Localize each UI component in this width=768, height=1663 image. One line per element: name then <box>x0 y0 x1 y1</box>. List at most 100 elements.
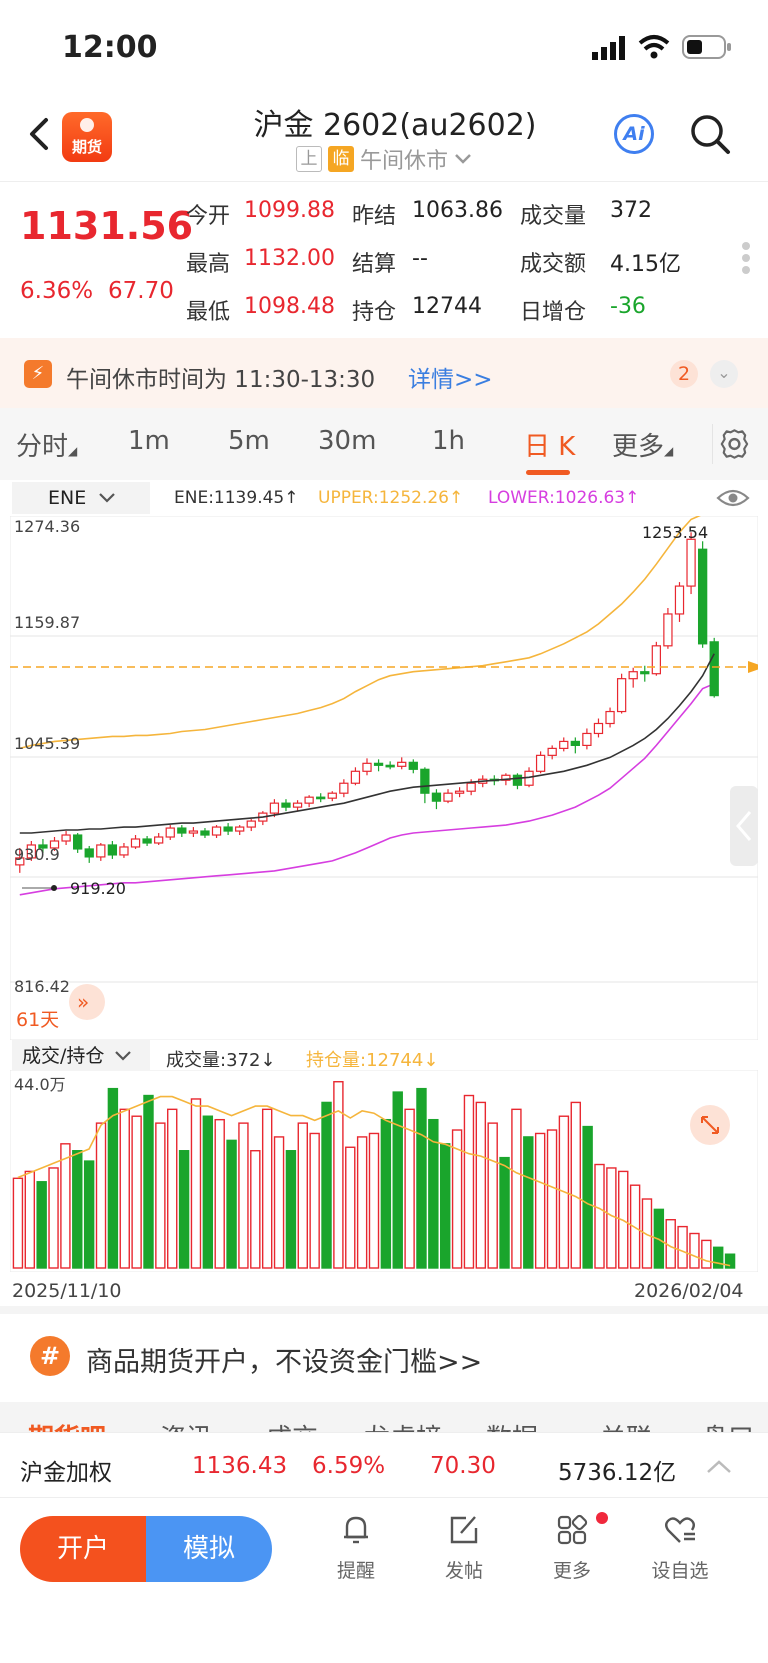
volume-bar <box>250 1150 261 1269</box>
nav-more[interactable]: 更多 <box>532 1512 612 1583</box>
volume-bar <box>606 1167 617 1269</box>
volume-bar <box>380 1118 392 1269</box>
volume-bar <box>202 1115 214 1269</box>
volume-bar <box>499 1156 510 1269</box>
open-interest-value: 12744 <box>412 294 482 319</box>
expand-left-button[interactable] <box>69 984 105 1020</box>
kline-chart[interactable]: 1274.36 1159.87 1045.39 930.9 816.42 125… <box>10 516 758 1040</box>
candle <box>38 839 48 853</box>
candle <box>200 828 210 839</box>
content-tabs: 期货吧 资讯 成交 龙虎榜 数据 关联 盘口 <box>0 1402 768 1432</box>
change-amount: 67.70 <box>108 278 174 304</box>
nav-watchlist[interactable]: 设自选 <box>640 1512 720 1583</box>
apps-icon <box>557 1514 588 1545</box>
notice-count-badge: 2 <box>670 360 698 388</box>
volume-bar <box>546 1129 558 1269</box>
tab-orderbook[interactable]: 盘口 <box>702 1418 754 1432</box>
y-label-top: 1274.36 <box>14 517 80 536</box>
tab-data[interactable]: 数据 <box>486 1418 538 1432</box>
turnover-label: 成交额 <box>520 252 587 277</box>
days-label: 61天 <box>16 1009 59 1031</box>
eye-icon[interactable] <box>716 486 750 510</box>
nav-post[interactable]: 发帖 <box>424 1512 504 1583</box>
volume-chart[interactable]: 44.0万 <box>10 1070 758 1272</box>
notice-text: 午间休市时间为 11:30-13:30 <box>66 367 376 393</box>
candle <box>292 800 303 812</box>
back-icon[interactable] <box>22 114 58 154</box>
min-price-label: 919.20 <box>70 879 126 898</box>
lower-line <box>19 682 715 896</box>
candle <box>304 795 314 808</box>
volume-bar <box>570 1101 581 1269</box>
gear-icon[interactable] <box>712 424 752 464</box>
battery-icon <box>682 35 731 59</box>
tab-more[interactable]: 更多◢ <box>612 432 674 462</box>
volume-bar <box>72 1150 83 1269</box>
indicator-row: ENE ENE:1139.45↑ UPPER:1252.26↑ LOWER:10… <box>0 480 768 516</box>
volume-bar <box>60 1143 71 1269</box>
candle <box>408 759 418 774</box>
more-vertical-icon[interactable] <box>740 238 752 278</box>
nav-alert[interactable]: 提醒 <box>316 1512 396 1583</box>
simulate-button[interactable]: 模拟 <box>146 1516 272 1582</box>
candle <box>373 759 384 772</box>
tab-trades[interactable]: 成交 <box>266 1418 318 1432</box>
open-account-button[interactable]: 开户 <box>20 1516 146 1582</box>
weighted-index-bar[interactable]: 沪金加权 1136.43 6.59% 70.30 5736.12亿 <box>0 1432 768 1498</box>
volume-indicator-row: 成交/持仓 成交量:372↓ 持仓量:12744↓ <box>0 1040 768 1072</box>
candle <box>570 737 580 754</box>
chevron-up-icon[interactable] <box>706 1459 732 1475</box>
quote-panel: 1131.56 6.36% 67.70 今开 1099.88 昨结 1063.8… <box>0 182 768 338</box>
candle <box>593 718 604 738</box>
open-label: 今开 <box>186 204 231 229</box>
volume-select[interactable]: 成交/持仓 <box>12 1040 150 1072</box>
tab-dragon-tiger[interactable]: 龙虎榜 <box>364 1418 442 1432</box>
candle <box>385 761 395 770</box>
tab-related[interactable]: 关联 <box>600 1418 652 1432</box>
candle <box>674 582 685 622</box>
search-icon[interactable] <box>688 112 732 156</box>
candle <box>235 825 245 836</box>
app-logo: 期货 <box>62 112 112 162</box>
tab-daily-k[interactable]: 日 K <box>524 432 576 462</box>
volume-bar <box>261 1108 273 1269</box>
candle <box>130 835 141 849</box>
tab-forum[interactable]: 期货吧 <box>28 1418 106 1432</box>
volume-bar <box>534 1132 546 1269</box>
wifi-icon <box>638 35 670 59</box>
edit-icon <box>450 1516 478 1544</box>
volume-bar <box>12 1177 24 1269</box>
volume-bar <box>143 1094 154 1269</box>
tab-1m[interactable]: 1m <box>128 426 170 456</box>
bell-icon <box>344 1516 368 1544</box>
volume-bar <box>345 1146 356 1269</box>
volume-value: 372 <box>610 198 652 223</box>
indicator-select[interactable]: ENE <box>12 482 150 514</box>
volume-value-label: 成交量:372↓ <box>166 1050 276 1071</box>
promo-banner[interactable]: # 商品期货开户，不设资金门槛>> <box>0 1306 768 1402</box>
y-label-bottom: 816.42 <box>14 977 70 996</box>
ene-line <box>19 653 715 834</box>
tab-timeshare[interactable]: 分时◢ <box>16 432 78 462</box>
candle <box>605 707 615 728</box>
candle <box>154 833 164 845</box>
volume-bar <box>107 1087 119 1269</box>
volume-bar <box>701 1239 712 1269</box>
side-drawer-handle[interactable] <box>730 786 758 866</box>
volume-bar <box>321 1101 332 1269</box>
candle <box>223 823 233 836</box>
session-status[interactable]: 上 临 午间休市 <box>296 144 472 174</box>
ai-assistant-button[interactable]: Ai <box>614 114 654 154</box>
tab-news[interactable]: 资讯 <box>160 1418 212 1432</box>
session-label: 午间休市 <box>360 149 449 174</box>
tab-30m[interactable]: 30m <box>318 426 377 456</box>
price-marker <box>748 661 758 673</box>
volume-bar <box>119 1108 130 1269</box>
tab-1h[interactable]: 1h <box>432 426 466 456</box>
settle-label: 结算 <box>352 252 397 277</box>
chevron-down-icon[interactable]: ⌄ <box>710 360 738 388</box>
notice-bar[interactable]: ⚡ 午间休市时间为 11:30-13:30 详情>> 2 ⌄ <box>0 338 768 408</box>
tab-5m[interactable]: 5m <box>228 426 270 456</box>
date-start: 2025/11/10 <box>12 1280 122 1302</box>
notice-detail-link[interactable]: 详情>> <box>408 367 493 393</box>
